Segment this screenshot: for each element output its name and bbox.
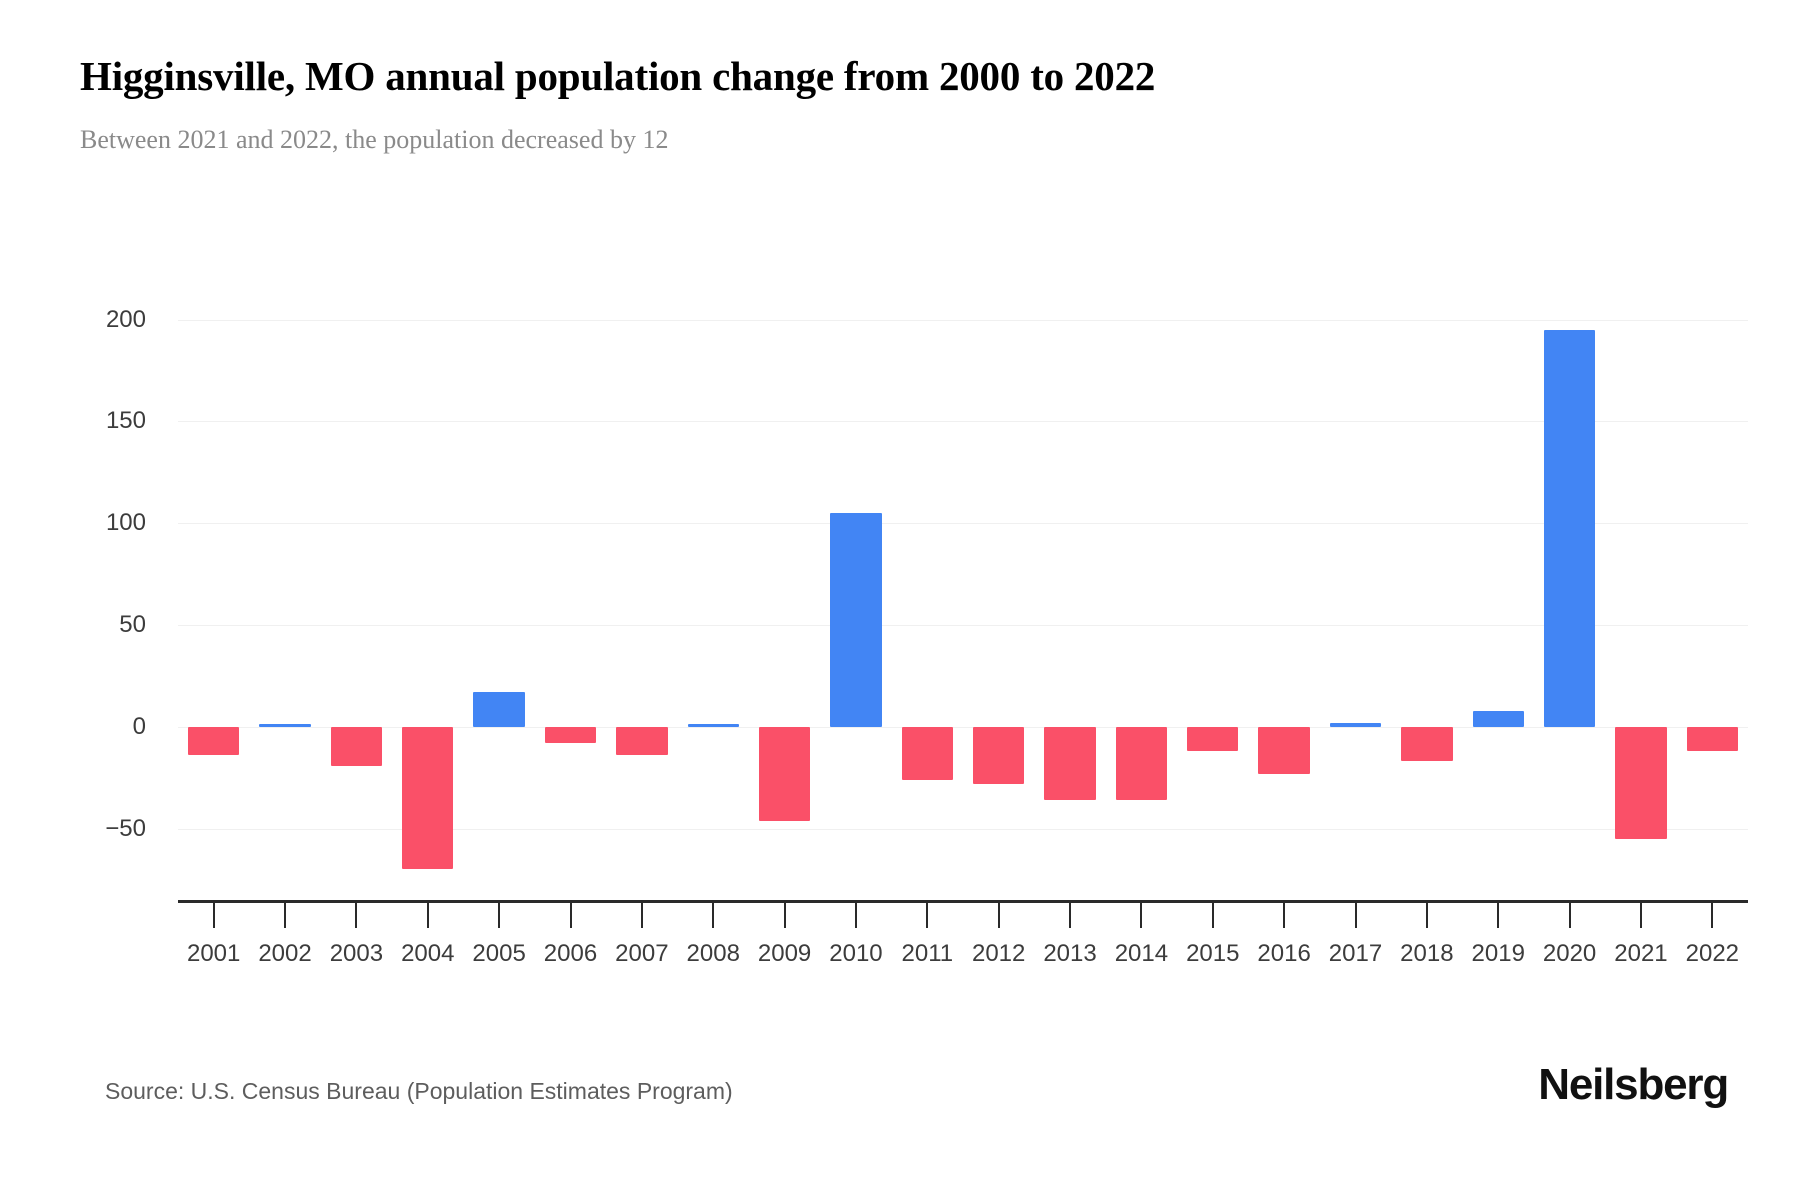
x-axis-tick (1140, 900, 1143, 928)
bar-2018[interactable] (1401, 726, 1453, 762)
bar-2006[interactable] (544, 726, 597, 744)
x-axis-line (178, 900, 1748, 903)
bar-2007[interactable] (616, 726, 668, 756)
x-axis-tick-label: 2020 (1542, 940, 1597, 967)
bar-series (178, 289, 1748, 900)
bar-2022[interactable] (1686, 726, 1738, 752)
bar-2002[interactable] (259, 723, 311, 727)
x-axis-tick-label: 2014 (1114, 940, 1169, 967)
x-axis-tick-label: 2021 (1614, 940, 1668, 967)
bar-2012[interactable] (972, 726, 1025, 784)
y-axis-labels: 200 150 100 50 0 −50 (0, 289, 168, 900)
x-axis-tick-label: 2001 (186, 940, 241, 967)
bar-2015[interactable] (1187, 726, 1239, 752)
x-axis-tick-label: 2018 (1400, 940, 1454, 967)
x-axis-tick (712, 900, 715, 928)
x-axis-labels: 2001 2002 2003 2004 2005 2006 2007 2008 2009 2010… (178, 940, 1748, 980)
x-axis-tick (1211, 900, 1214, 928)
x-axis-tick-label: 2004 (401, 940, 455, 967)
bar-2014[interactable] (1115, 726, 1168, 801)
y-axis-tick-label: 0 (132, 712, 146, 740)
x-axis-tick-label: 2008 (686, 940, 740, 967)
bar-2005[interactable] (473, 692, 525, 727)
x-axis-tick (1283, 900, 1286, 928)
x-axis-tick (997, 900, 1000, 928)
x-axis-tick (569, 900, 572, 928)
bar-2004[interactable] (402, 726, 454, 870)
x-axis-tick-label: 2002 (258, 940, 312, 967)
x-axis-tick (355, 900, 358, 928)
bar-2001[interactable] (187, 726, 240, 756)
y-axis-tick-label: 50 (119, 611, 146, 639)
x-axis-tick (640, 900, 643, 928)
x-axis-tick (854, 900, 857, 928)
bar-2021[interactable] (1615, 726, 1667, 839)
x-axis-tick-label: 2006 (543, 940, 598, 967)
y-axis-tick-label: −50 (105, 814, 146, 842)
x-axis-tick (1069, 900, 1072, 928)
x-axis-tick-label: 2019 (1471, 940, 1525, 967)
x-axis-tick-label: 2011 (901, 940, 954, 967)
x-axis-tick (426, 900, 429, 928)
x-axis-tick-label: 2016 (1257, 940, 1311, 967)
x-axis-ticks (178, 900, 1748, 930)
x-axis-tick (1354, 900, 1357, 928)
x-axis-tick (926, 900, 929, 928)
x-axis-tick (1639, 900, 1642, 928)
bar-2003[interactable] (330, 726, 383, 766)
x-axis-tick-label: 2012 (971, 940, 1026, 967)
brand-logo: Neilsberg (1538, 1060, 1729, 1109)
bar-2017[interactable] (1329, 722, 1382, 727)
bar-2020[interactable] (1543, 329, 1596, 727)
bar-2019[interactable] (1472, 710, 1524, 727)
bar-2010[interactable] (830, 513, 882, 727)
page-title: Higginsville, MO annual population chang… (80, 53, 1156, 99)
x-axis-tick (284, 900, 287, 928)
x-axis-tick (212, 900, 215, 928)
y-axis-tick-label: 200 (105, 305, 146, 333)
x-axis-tick-label: 2009 (757, 940, 812, 967)
x-axis-tick (1497, 900, 1500, 928)
bar-2008[interactable] (687, 723, 739, 727)
x-axis-tick (498, 900, 501, 928)
x-axis-tick-label: 2005 (472, 940, 526, 967)
x-axis-tick-label: 2017 (1328, 940, 1383, 967)
y-axis-tick-label: 150 (105, 407, 146, 435)
bar-2011[interactable] (901, 726, 953, 780)
x-axis-tick-label: 2013 (1043, 940, 1097, 967)
x-axis-tick (1425, 900, 1428, 928)
bar-2016[interactable] (1258, 726, 1310, 774)
x-axis-tick (1711, 900, 1714, 928)
bar-2013[interactable] (1044, 726, 1096, 801)
x-axis-tick (783, 900, 786, 928)
x-axis-tick-label: 2022 (1685, 940, 1740, 967)
chart-subtitle: Between 2021 and 2022, the population de… (80, 125, 669, 154)
x-axis-tick-label: 2015 (1186, 940, 1240, 967)
bar-2009[interactable] (758, 726, 811, 821)
y-axis-tick-label: 100 (105, 509, 146, 537)
x-axis-tick (1568, 900, 1571, 928)
x-axis-tick-label: 2010 (829, 940, 883, 967)
plot-area (178, 289, 1748, 900)
source-note: Source: U.S. Census Bureau (Population E… (105, 1078, 733, 1104)
x-axis-tick-label: 2003 (329, 940, 384, 967)
x-axis-tick-label: 2007 (615, 940, 669, 967)
